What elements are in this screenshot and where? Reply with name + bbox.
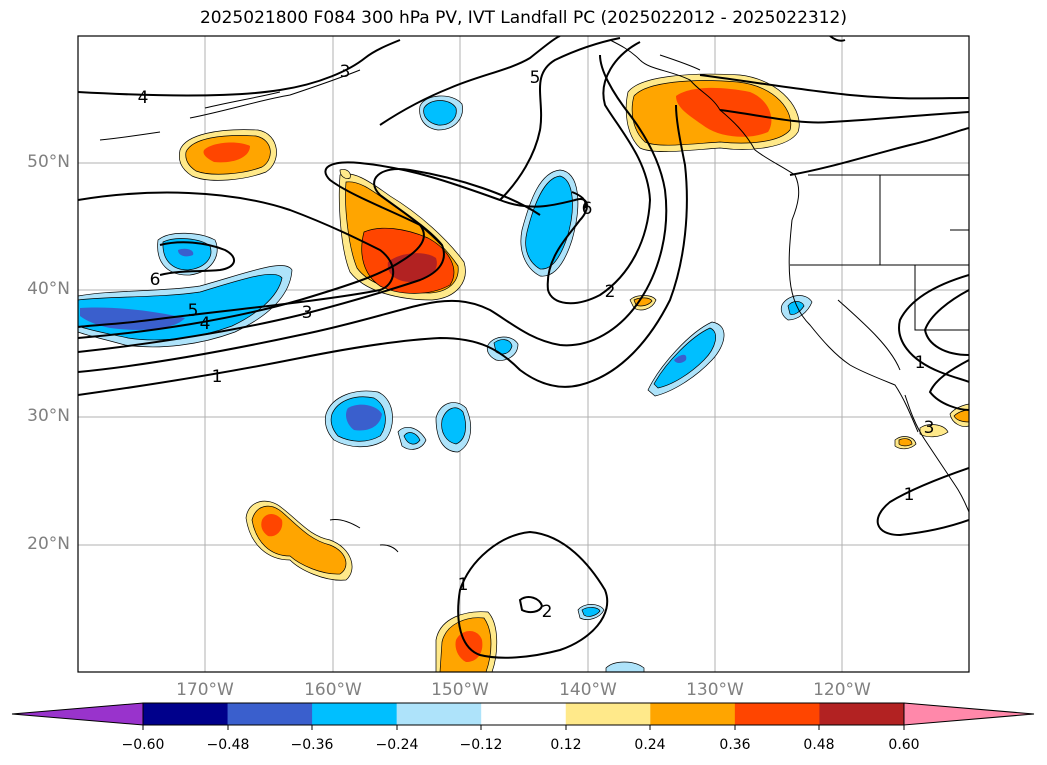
contour-label: 1 <box>904 485 915 505</box>
colorbar-tick-label: 0.24 <box>634 737 666 753</box>
positive-anomalies <box>178 73 969 672</box>
lon-label-170w: 170°W <box>176 680 234 700</box>
graticule <box>78 36 969 672</box>
lat-label-40n: 40°N <box>27 279 70 299</box>
contour-label: 2 <box>542 602 553 622</box>
contour-label: 1 <box>915 353 926 373</box>
contour-label: 5 <box>530 68 541 88</box>
contour-label: 3 <box>302 303 313 323</box>
contour-labels: 1 1 1 1 2 2 3 3 3 4 4 5 5 6 6 <box>138 62 935 622</box>
lat-label-20n: 20°N <box>27 534 70 554</box>
contour-label: 4 <box>138 88 149 108</box>
map-frame <box>77 35 970 673</box>
colorbar-tick-label: 0.12 <box>550 737 582 753</box>
pv-contours <box>78 36 969 659</box>
lon-label-130w: 130°W <box>686 680 744 700</box>
contour-label: 2 <box>605 282 616 302</box>
colorbar-tick-label: −0.12 <box>459 737 503 753</box>
lon-label-150w: 150°W <box>431 680 489 700</box>
lat-label-30n: 30°N <box>27 406 70 426</box>
map-title: 2025021800 F084 300 hPa PV, IVT Landfall… <box>199 8 847 28</box>
colorbar-tick-label: −0.48 <box>206 737 250 753</box>
contour-label: 3 <box>340 62 351 82</box>
colorbar-tick-label: 0.48 <box>803 737 835 753</box>
contour-label: 3 <box>924 418 935 438</box>
contour-label: 4 <box>200 314 211 334</box>
colorbar-tick-label: 0.60 <box>888 737 920 753</box>
colorbar-tick-label: −0.36 <box>290 737 334 753</box>
negative-anomalies <box>78 95 813 672</box>
colorbar-tick-label: 0.36 <box>719 737 751 753</box>
contour-label: 6 <box>582 199 593 219</box>
lon-label-120w: 120°W <box>813 680 871 700</box>
lon-label-140w: 140°W <box>559 680 617 700</box>
coastlines <box>99 39 969 553</box>
colorbar-tick-label: −0.24 <box>375 737 419 753</box>
contour-label: 5 <box>188 301 199 321</box>
colorbar-tick-label: −0.60 <box>121 737 165 753</box>
lat-label-50n: 50°N <box>27 152 70 172</box>
contour-label: 6 <box>150 270 161 290</box>
contour-label: 1 <box>212 367 223 387</box>
lon-label-160w: 160°W <box>304 680 362 700</box>
contour-label: 1 <box>458 575 469 595</box>
